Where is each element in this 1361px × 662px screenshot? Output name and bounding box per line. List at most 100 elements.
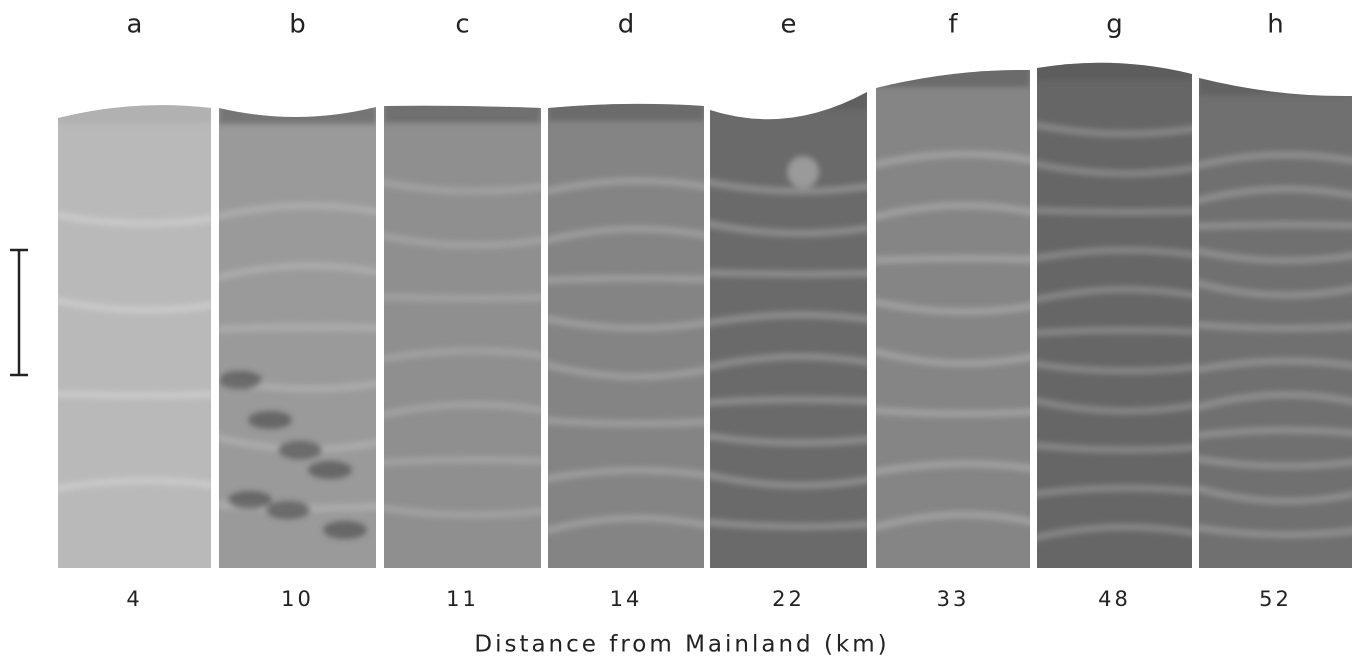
growth-band xyxy=(548,314,704,332)
light-spot xyxy=(787,156,819,188)
panel-distance: 33 xyxy=(937,587,970,611)
core-panel xyxy=(548,103,704,569)
growth-band xyxy=(1199,221,1352,231)
growth-band xyxy=(1037,523,1192,542)
growth-band xyxy=(1037,120,1192,138)
core-panel xyxy=(58,105,211,568)
growth-band xyxy=(876,346,1030,367)
top-rim xyxy=(548,103,704,121)
growth-bands xyxy=(548,103,704,536)
growth-band xyxy=(1037,360,1192,375)
top-rim xyxy=(1199,78,1352,95)
growth-band xyxy=(1199,357,1352,374)
panel-letter: d xyxy=(618,10,635,40)
top-rim xyxy=(876,69,1030,87)
growth-bands xyxy=(58,105,211,493)
growth-band xyxy=(710,269,867,278)
panel-distance: 22 xyxy=(772,587,805,611)
growth-band xyxy=(1037,326,1192,337)
growth-band xyxy=(1037,206,1192,216)
growth-bands xyxy=(384,105,541,519)
top-rim xyxy=(1037,62,1192,80)
dark-spot xyxy=(228,491,272,509)
growth-band xyxy=(58,477,211,493)
growth-band xyxy=(384,456,541,467)
growth-band xyxy=(1199,426,1352,440)
growth-band xyxy=(384,347,541,364)
panel-body xyxy=(219,107,376,568)
growth-band xyxy=(384,401,541,420)
growth-band xyxy=(1199,278,1352,299)
growth-band xyxy=(876,406,1030,418)
growth-band xyxy=(58,390,211,399)
dark-spot xyxy=(278,441,322,459)
growth-band xyxy=(710,431,867,447)
growth-band xyxy=(58,210,211,228)
growth-band xyxy=(384,231,541,249)
panel-distance: 10 xyxy=(281,587,314,611)
panel-letter: b xyxy=(289,10,306,40)
growth-band xyxy=(1199,484,1352,505)
core-panel xyxy=(384,105,541,568)
growth-band xyxy=(548,177,704,196)
core-panel xyxy=(876,69,1030,568)
panel-distance: 11 xyxy=(446,587,479,611)
growth-band xyxy=(710,470,867,489)
growth-band xyxy=(1037,441,1192,454)
growth-band xyxy=(1037,396,1192,415)
panel-body xyxy=(58,105,211,568)
growth-band xyxy=(876,297,1030,315)
growth-band xyxy=(219,262,376,282)
growth-band xyxy=(876,202,1030,222)
panel-distance: 14 xyxy=(610,587,643,611)
panel-distance: 4 xyxy=(126,587,142,611)
panel-letter: h xyxy=(1267,10,1283,40)
growth-band xyxy=(1037,286,1192,304)
growth-band xyxy=(710,311,867,328)
growth-band xyxy=(710,219,867,237)
core-panel xyxy=(1199,78,1352,568)
panel-body xyxy=(710,92,867,568)
growth-band xyxy=(548,416,704,428)
growth-band xyxy=(1199,246,1352,264)
dark-spot xyxy=(219,371,262,389)
dark-spot xyxy=(266,501,310,519)
growth-band xyxy=(1037,246,1192,263)
growth-band xyxy=(1199,523,1352,539)
growth-band xyxy=(548,466,704,483)
growth-band xyxy=(1199,321,1352,332)
growth-band xyxy=(876,460,1030,477)
growth-band xyxy=(1037,484,1192,498)
growth-band xyxy=(548,514,704,536)
growth-band xyxy=(876,511,1030,532)
growth-band xyxy=(710,396,867,407)
dark-spot xyxy=(248,411,292,429)
core-panel xyxy=(219,107,376,568)
panel-body xyxy=(1199,78,1352,568)
panel-body xyxy=(876,69,1030,568)
panel-letter: f xyxy=(948,10,958,40)
growth-band xyxy=(710,178,867,195)
x-axis-label: Distance from Mainland (km) xyxy=(474,632,889,658)
panel-letter: c xyxy=(455,10,469,40)
growth-band xyxy=(219,202,376,221)
growth-band xyxy=(384,503,541,519)
panel-letter: g xyxy=(1106,10,1123,40)
growth-band xyxy=(548,274,704,284)
growth-band xyxy=(710,518,867,531)
growth-band xyxy=(1199,151,1352,170)
growth-band xyxy=(548,360,704,381)
panel-letter: e xyxy=(781,10,797,40)
panel-distance: 48 xyxy=(1098,587,1131,611)
growth-band xyxy=(58,296,211,314)
dark-spot xyxy=(308,461,352,479)
panel-body xyxy=(384,105,541,568)
growth-band xyxy=(1037,159,1192,177)
core-panel xyxy=(710,92,867,568)
panel-body xyxy=(1037,62,1192,568)
panel-letter: a xyxy=(127,10,143,40)
growth-band xyxy=(710,353,867,372)
top-rim xyxy=(384,105,541,123)
core-panel xyxy=(1037,62,1192,568)
